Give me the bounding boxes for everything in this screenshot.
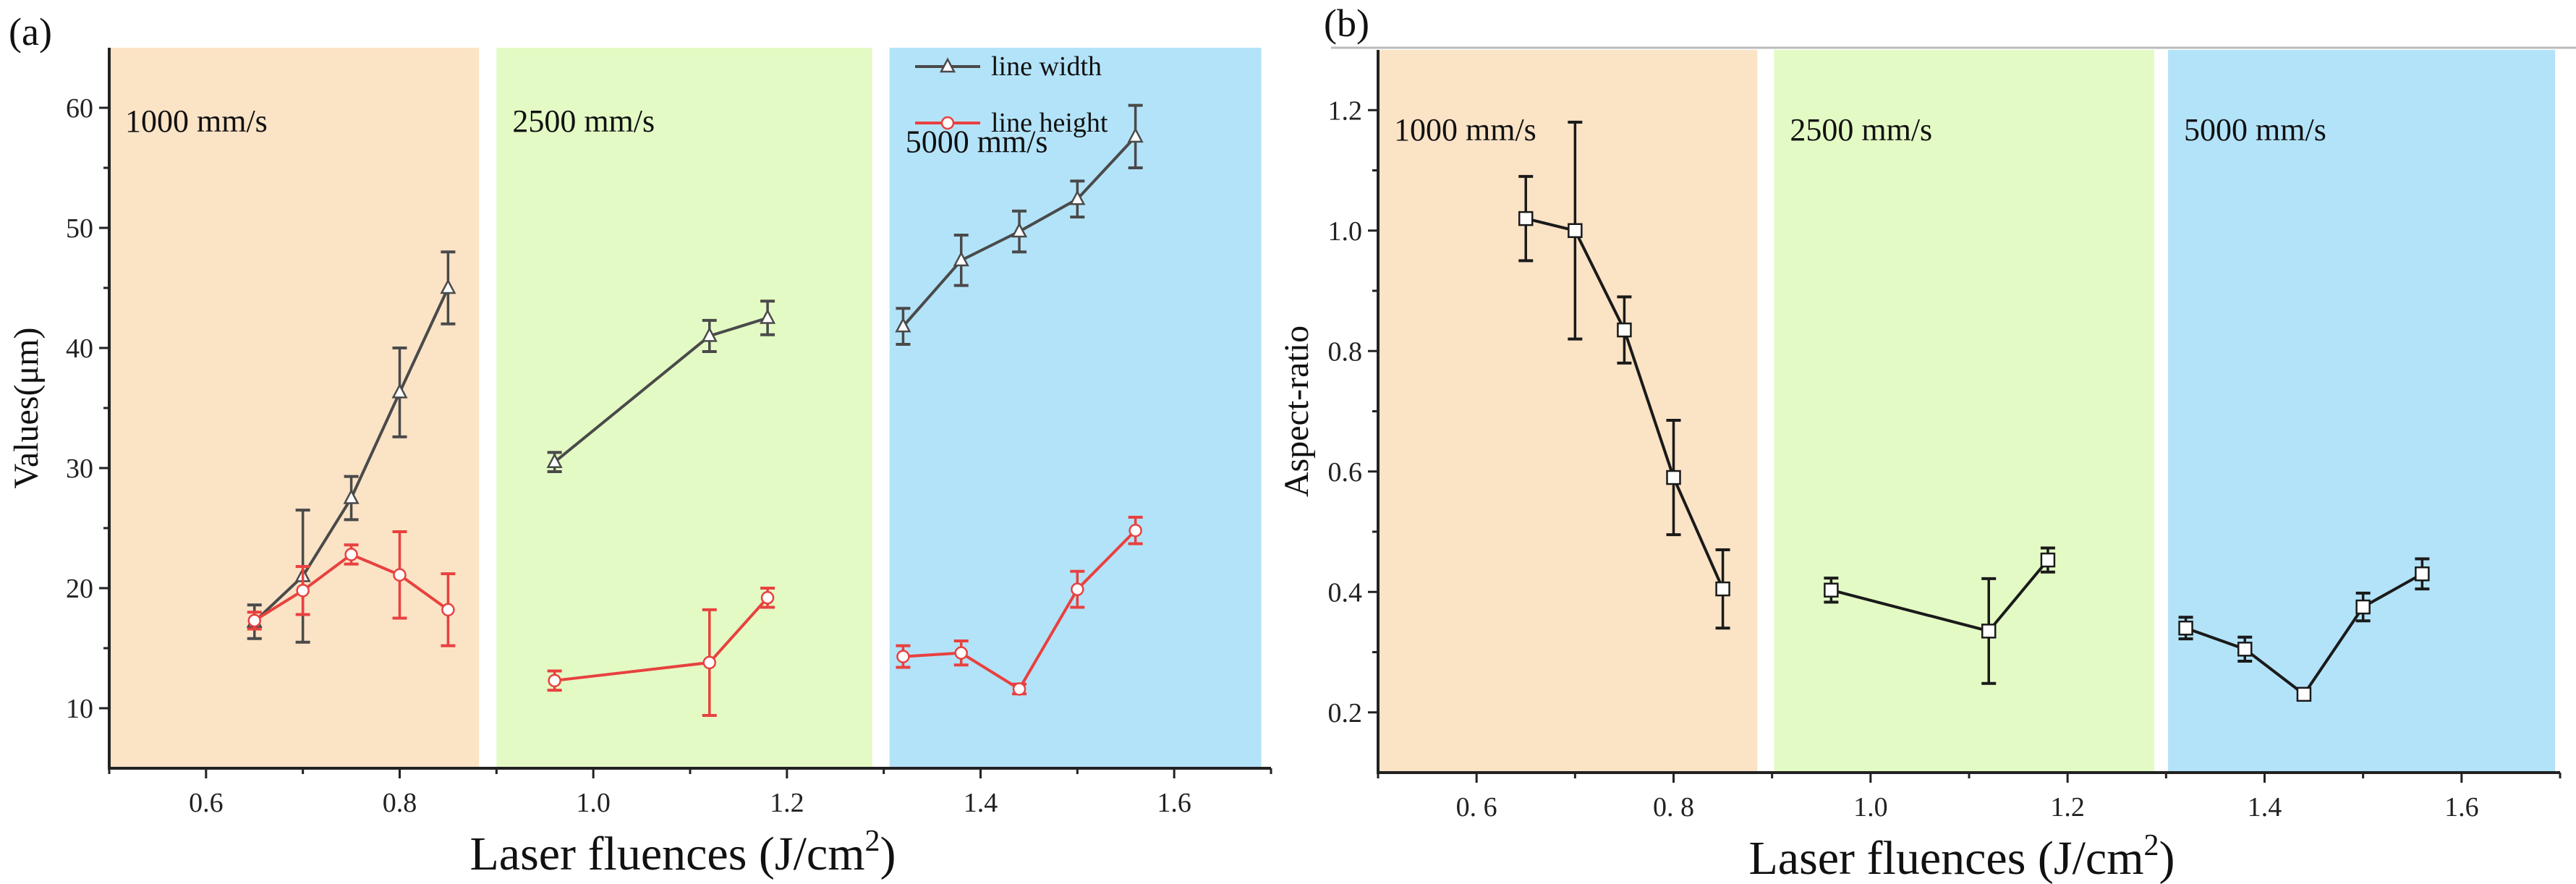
x-tick-label: 0.6 [189,788,224,818]
triangle-marker [343,488,360,504]
y-tick-label: 20 [66,574,93,604]
y-tick-label: 0.4 [1328,577,1363,608]
triangle-marker [953,251,969,267]
circle-marker [1128,524,1142,537]
x-axis-label-text: Laser fluences (J/cm [469,828,864,880]
circle-marker [1071,582,1084,596]
square-marker [1666,469,1681,485]
square-marker [2296,687,2312,702]
x-tick-label: 1.0 [576,788,611,818]
circle-marker [441,603,455,617]
x-axis-label: Laser fluences (J/cm2) [1748,829,2175,884]
circle-marker [344,548,358,561]
circle-marker [760,591,775,605]
square-marker [1715,581,1730,597]
x-tick-label: 1.4 [964,788,998,818]
legend: line width line height [915,51,1108,138]
speed-region [496,48,872,768]
panel-b: 1000 mm/s 2500 mm/s 5000 mm/s 0.2 0.4 0.6 0.8 1… [1278,1,2576,884]
y-tick-label: 10 [66,694,93,724]
region-label: 1000 mm/s [1394,112,1536,148]
series-line-height [247,516,1143,717]
y-tick-label: 0.2 [1328,698,1363,728]
legend-item: line width [915,51,1102,82]
speed-region [1774,50,2154,773]
x-tick-label: 1.6 [2444,792,2479,823]
y-tick-label: 60 [66,93,93,124]
region-label: 5000 mm/s [2184,112,2326,148]
x-tick-label: 1.4 [2248,792,2282,823]
circle-marker [1012,682,1026,696]
square-marker [2415,566,2430,582]
legend-label: line width [991,51,1102,82]
circle-marker [247,613,261,628]
square-marker [1518,211,1534,226]
y-tick-label: 1.0 [1328,216,1363,247]
square-marker [1981,624,1997,639]
square-marker [2237,642,2253,657]
triangle-marker [895,317,911,333]
triangle-marker [939,57,956,73]
speed-region [889,48,1262,768]
triangle-marker [546,453,563,468]
speed-region [109,48,480,768]
x-axis-label-superscript: 2 [865,825,880,858]
triangle-marker [440,279,456,294]
panel-a: 1000 mm/s 2500 mm/s 5000 mm/s 10 20 30 40 50 60 0… [7,10,1272,880]
speed-region [1378,50,1758,773]
x-axis-label-end: ) [2159,832,2175,884]
y-tick-label: 0.6 [1328,457,1363,488]
x-tick-label: 1.0 [1853,792,1888,823]
panel-label: (a) [9,10,52,54]
x-tick-label: 1.2 [770,788,804,818]
x-tick-label: 0.8 [383,788,417,818]
y-tick-label: 50 [66,213,93,244]
square-marker [1568,223,1583,238]
y-tick-label: 1.2 [1328,95,1363,126]
triangle-marker [759,308,776,324]
triangle-marker [391,383,408,399]
square-marker [2178,620,2193,636]
y-axis-label: Aspect-ratio [1278,326,1316,497]
region-label: 2500 mm/s [1790,112,1932,148]
triangle-marker [701,326,718,342]
square-marker [1617,322,1632,338]
triangle-marker [1011,222,1028,238]
square-marker [1824,582,1839,598]
y-tick-label: 0.8 [1328,336,1363,367]
x-axis-label-superscript: 2 [2144,829,2159,862]
x-axis-label-end: ) [880,828,896,880]
x-tick-label: 1.2 [2050,792,2085,823]
legend-item: line height [915,108,1108,138]
x-axis-label: Laser fluences (J/cm2) [469,825,896,880]
y-tick-label: 40 [66,333,93,364]
series-aspect-ratio [1518,120,2430,702]
circle-marker [896,650,910,663]
x-axis-label-text: Laser fluences (J/cm [1748,832,2143,884]
triangle-marker [1069,190,1086,205]
speed-region [2168,50,2556,773]
x-tick-label: 0. 8 [1653,792,1694,823]
panel-label: (b) [1324,1,1369,45]
circle-marker [548,673,561,688]
circle-marker [954,646,968,660]
x-tick-label: 1.6 [1157,788,1191,818]
circle-marker [940,116,955,130]
square-marker [2040,552,2056,568]
circle-marker [393,568,407,582]
y-axis-label: Values(μm) [7,327,46,488]
region-label: 5000 mm/s [906,124,1048,159]
square-marker [2355,599,2371,615]
region-label: 1000 mm/s [125,103,268,139]
circle-marker [296,584,310,598]
circle-marker [702,655,717,670]
triangle-marker [1127,127,1144,143]
region-label: 2500 mm/s [512,103,655,139]
y-tick-label: 30 [66,454,93,484]
legend-label: line height [991,108,1108,138]
x-tick-label: 0. 6 [1456,792,1497,823]
